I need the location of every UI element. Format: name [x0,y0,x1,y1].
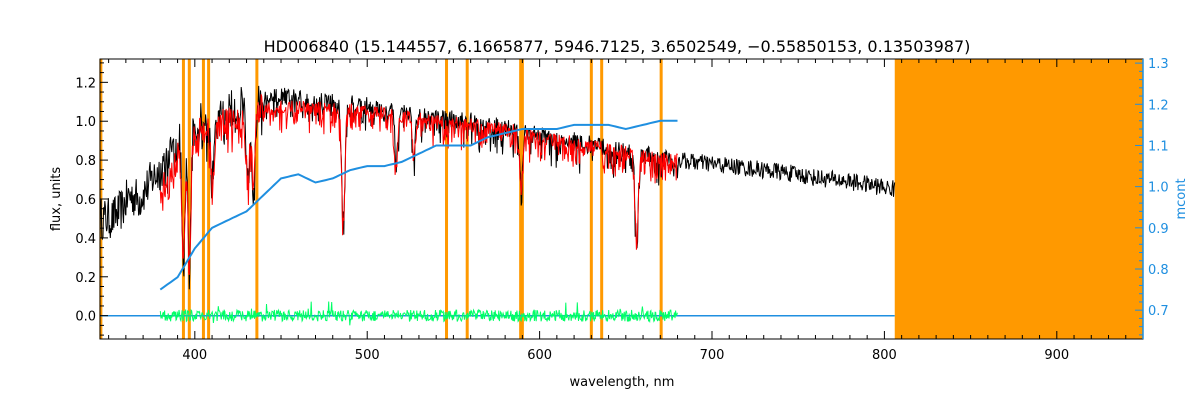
residuals-line [159,301,678,326]
x-tick-label: 900 [1044,348,1069,363]
x-tick-label: 700 [700,348,725,363]
masked-line [207,59,211,339]
right-axis-tick-label: 1.2 [1148,98,1169,113]
y-tick-label: 1.2 [75,76,96,91]
right-axis-ticks: 0.7 0.8 0.9 1.0 1.1 1.2 1.3 [1135,57,1169,339]
masked-line [659,59,663,339]
spectrum-series [99,85,896,326]
x-tick-label: 800 [872,348,897,363]
x-tick-label: 400 [182,348,207,363]
y-tick-label: 0.8 [75,154,96,169]
masked-line [201,59,205,339]
y-tick-label: 0.4 [75,232,96,247]
masked-line [600,59,604,339]
right-axis-label: mcont [1174,178,1189,219]
y-axis-label: flux, units [49,167,64,232]
continuum-line [159,119,678,291]
x-tick-label: 600 [527,348,552,363]
right-axis-tick-label: 0.7 [1148,304,1169,319]
masked-line [589,59,593,339]
masked-line [445,59,449,339]
chart-title: HD006840 (15.144557, 6.1665877, 5946.712… [264,37,971,56]
y-tick-label: 0.0 [75,310,96,325]
x-tick-label: 500 [355,348,380,363]
masked-line [187,59,191,339]
right-axis-tick-label: 0.9 [1148,222,1169,237]
y-tick-label: 1.0 [75,115,96,130]
axes: 400 500 600 700 800 900 0.0 0.2 0.4 0.6 0.8 1.0 1.2… [75,57,1168,363]
x-axis-label: wavelength, nm [570,375,675,390]
masked-line [181,59,185,339]
model-spectrum-line [159,94,678,276]
masked-line [520,59,524,339]
right-axis-tick-label: 1.0 [1148,181,1169,196]
masked-regions [99,59,1143,339]
y-tick-label: 0.6 [75,193,96,208]
x-axis-ticks: 400 500 600 700 800 900 [108,59,1144,363]
right-axis-tick-label: 0.8 [1148,263,1169,278]
y-axis-ticks: 0.0 0.2 0.4 0.6 0.8 1.0 1.2 [75,62,108,336]
right-axis-tick-label: 1.1 [1148,139,1169,154]
masked-region [894,59,1143,339]
right-axis-tick-label: 1.3 [1148,57,1169,72]
y-tick-label: 0.2 [75,271,96,286]
masked-line [465,59,469,339]
observed-spectrum-line [99,85,896,290]
masked-line [255,59,259,339]
